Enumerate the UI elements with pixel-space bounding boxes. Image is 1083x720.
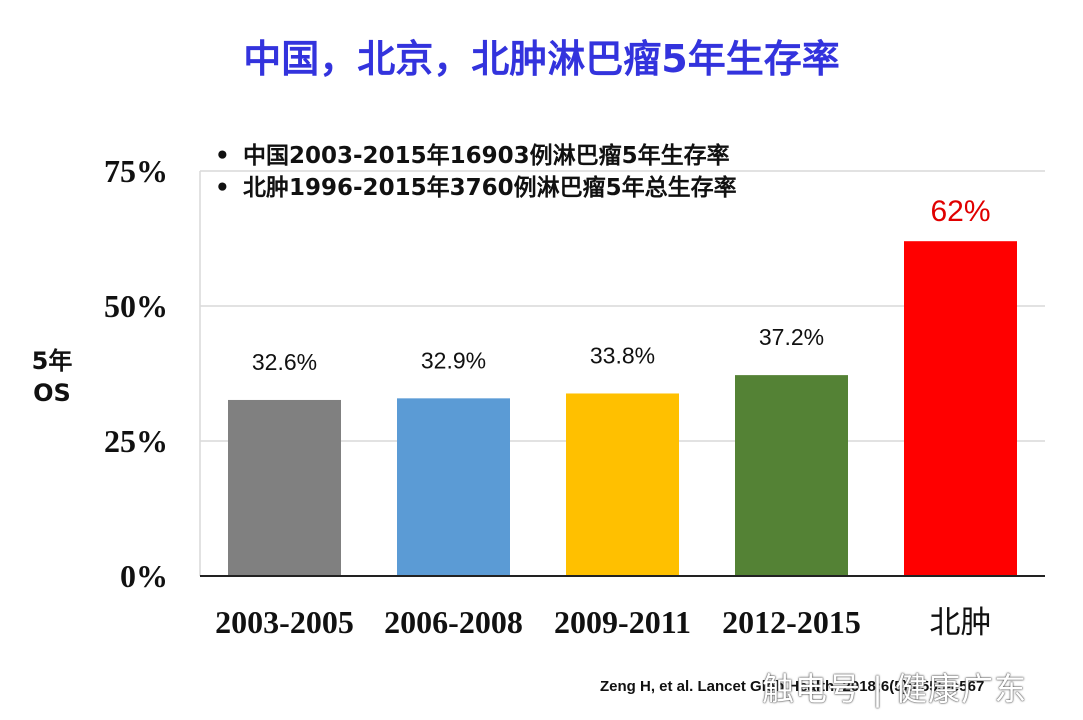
legend-item: • 北肿1996-2015年3760例淋巴瘤5年总生存率 — [215, 172, 737, 204]
data-label: 32.9% — [421, 347, 486, 373]
data-label: 33.8% — [590, 342, 655, 368]
x-tick-label: 2003-2005 — [215, 604, 354, 640]
bar — [566, 393, 679, 576]
y-axis-label-line1: 5年 — [31, 347, 73, 375]
chart-title: 中国，北京，北肿淋巴瘤5年生存率 — [243, 37, 840, 81]
data-label: 62% — [930, 195, 990, 228]
bar — [397, 398, 510, 576]
y-axis-label-line2: OS — [33, 379, 71, 407]
data-label: 37.2% — [759, 324, 824, 350]
bullet-icon: • — [215, 143, 230, 169]
x-tick-label: 2012-2015 — [722, 604, 861, 640]
legend: • 中国2003-2015年16903例淋巴瘤5年生存率 • 北肿1996-2015… — [215, 140, 737, 204]
x-tick-label: 2009-2011 — [554, 604, 691, 640]
y-tick-label: 50% — [104, 288, 168, 324]
y-tick-label: 25% — [104, 423, 168, 459]
y-tick-label: 75% — [104, 153, 168, 189]
y-tick-label: 0% — [120, 558, 168, 594]
x-tick-label: 2006-2008 — [384, 604, 523, 640]
bullet-icon: • — [215, 175, 230, 201]
bar — [735, 375, 848, 576]
x-tick-label: 北肿 — [930, 605, 992, 641]
legend-item: • 中国2003-2015年16903例淋巴瘤5年生存率 — [215, 140, 737, 172]
legend-text: 北肿1996-2015年3760例淋巴瘤5年总生存率 — [243, 175, 737, 201]
y-axis-label: 5年 OS — [22, 345, 82, 409]
legend-text: 中国2003-2015年16903例淋巴瘤5年生存率 — [243, 143, 730, 169]
bar — [904, 241, 1017, 576]
bar — [228, 399, 341, 576]
watermark: 触电号 | 健康广东 — [762, 670, 1028, 708]
data-label: 32.6% — [252, 349, 317, 375]
citation: Zeng H, et al. Lancet Glob Health. 2018;… — [600, 678, 985, 695]
